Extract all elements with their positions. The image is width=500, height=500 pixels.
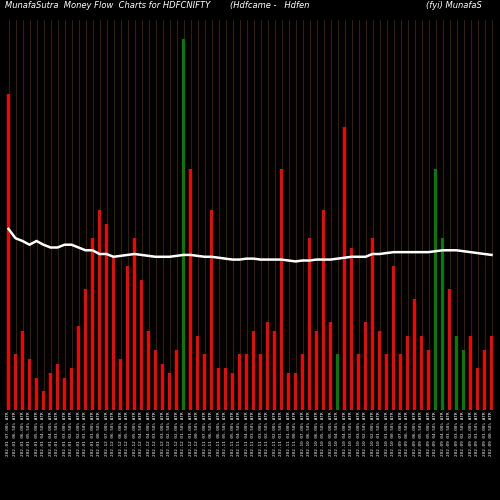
Bar [70,368,73,410]
Bar [384,354,388,410]
Bar [482,350,486,410]
Bar [342,127,346,410]
Bar [230,373,234,410]
Bar [48,373,52,410]
Text: MunafaSutra  Money Flow  Charts for HDFCNIFTY: MunafaSutra Money Flow Charts for HDFCNI… [5,2,210,11]
Bar [154,350,158,410]
Bar [398,354,402,410]
Bar [462,350,466,410]
Bar [196,336,200,410]
Bar [294,373,298,410]
Bar [412,298,416,410]
Bar [454,336,458,410]
Bar [34,378,38,410]
Bar [392,266,396,410]
Bar [42,392,46,410]
Bar [126,266,130,410]
Bar [322,210,326,410]
Bar [308,238,312,410]
Bar [286,373,290,410]
Bar [280,168,283,410]
Bar [300,354,304,410]
Bar [244,354,248,410]
Bar [314,331,318,410]
Bar [224,368,228,410]
Bar [76,326,80,410]
Bar [468,336,472,410]
Bar [378,331,382,410]
Bar [272,331,276,410]
Bar [364,322,368,410]
Bar [168,373,172,410]
Bar [252,331,256,410]
Bar [448,290,452,410]
Bar [266,322,270,410]
Bar [356,354,360,410]
Bar [336,354,340,410]
Bar [146,331,150,410]
Bar [132,238,136,410]
Bar [56,364,60,410]
Bar [182,38,186,410]
Bar [210,210,214,410]
Bar [98,210,102,410]
Bar [202,354,206,410]
Bar [28,359,32,410]
Bar [160,364,164,410]
Bar [174,350,178,410]
Bar [370,238,374,410]
Bar [140,280,143,410]
Bar [434,168,438,410]
Bar [350,248,354,410]
Bar [238,354,242,410]
Bar [216,368,220,410]
Bar [420,336,424,410]
Bar [188,168,192,410]
Bar [6,94,10,410]
Text: (Hdfcame -   Hdfen: (Hdfcame - Hdfen [230,2,310,11]
Bar [112,257,116,410]
Bar [490,336,494,410]
Text: (fyi) MunafaS: (fyi) MunafaS [426,2,482,11]
Bar [406,336,409,410]
Bar [328,322,332,410]
Bar [426,350,430,410]
Bar [20,331,24,410]
Bar [14,354,18,410]
Bar [476,368,480,410]
Bar [118,359,122,410]
Bar [84,290,87,410]
Bar [440,238,444,410]
Bar [104,224,108,410]
Bar [90,238,94,410]
Bar [258,354,262,410]
Bar [62,378,66,410]
